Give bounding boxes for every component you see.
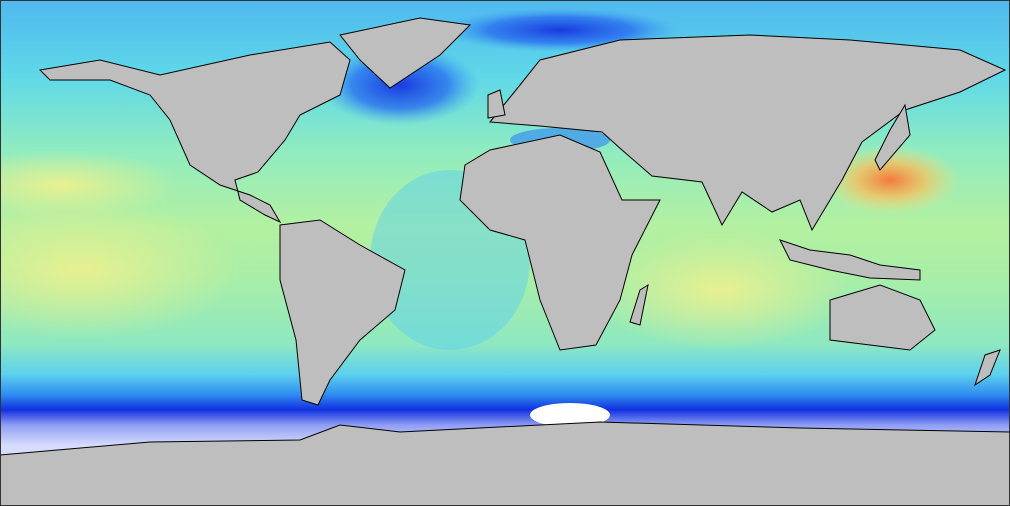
- africa: [459, 134, 661, 351]
- madagascar: [629, 283, 649, 326]
- uk: [487, 89, 506, 119]
- warm-region: [590, 230, 850, 350]
- warm-region: [0, 200, 240, 340]
- australia: [829, 284, 936, 351]
- indonesia: [779, 239, 921, 281]
- eurasia: [489, 34, 1007, 232]
- greenland: [339, 17, 472, 89]
- new-zealand: [974, 349, 1001, 387]
- white-region: [530, 403, 610, 427]
- warm-region: [0, 150, 180, 220]
- south-america: [279, 219, 406, 406]
- land-layer: [0, 17, 1010, 506]
- hot-region: [820, 145, 960, 215]
- north-america: [38, 41, 351, 224]
- japan: [874, 103, 911, 171]
- cold-region: [320, 45, 480, 125]
- antarctica: [0, 421, 1010, 506]
